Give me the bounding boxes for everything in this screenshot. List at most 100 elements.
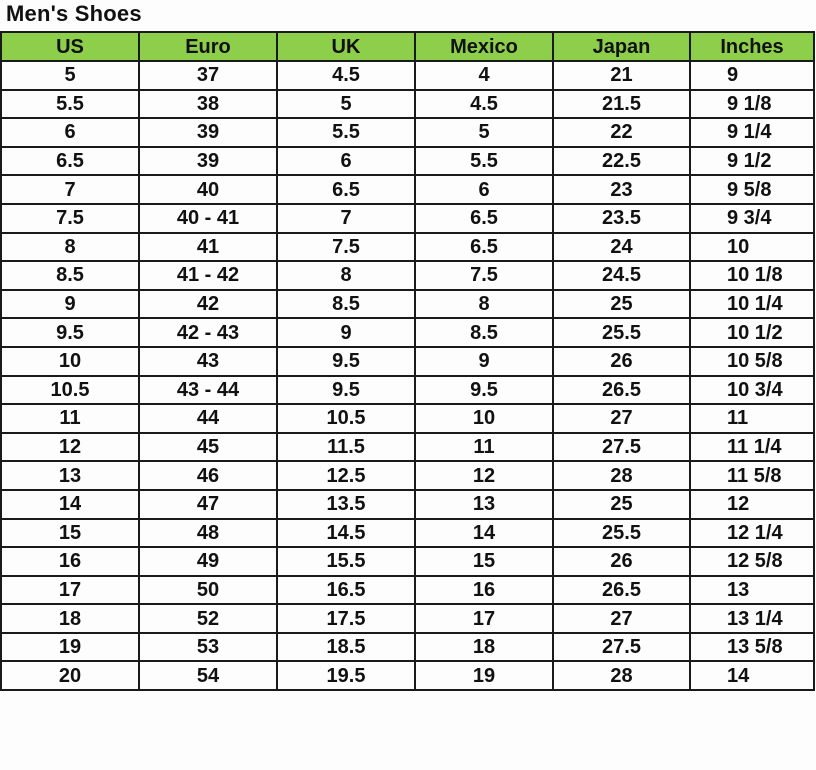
cell-japan: 25 (552, 488, 691, 520)
table-row: 12 45 11.5 11 27.5 11 1/4 (0, 431, 815, 463)
cell-japan: 23 (552, 174, 691, 205)
cell-japan: 22.5 (552, 145, 691, 177)
cell-mexico: 13 (414, 488, 554, 520)
cell-uk: 4.5 (276, 60, 416, 91)
cell-inches: 11 (689, 403, 815, 434)
cell-uk: 8.5 (276, 288, 416, 320)
cell-us: 6.5 (0, 145, 140, 177)
cell-euro: 50 (138, 574, 278, 606)
cell-inches: 11 5/8 (689, 460, 815, 491)
cell-mexico: 5 (414, 117, 554, 148)
cell-uk: 8 (276, 260, 416, 291)
table-row: 8.5 41 - 42 8 7.5 24.5 10 1/8 (0, 260, 815, 291)
cell-us: 8 (0, 231, 140, 263)
cell-euro: 40 - 41 (138, 202, 278, 234)
table-row: 10 43 9.5 9 26 10 5/8 (0, 345, 815, 377)
cell-euro: 38 (138, 88, 278, 120)
cell-inches: 14 (689, 660, 815, 692)
cell-inches: 10 3/4 (689, 374, 815, 406)
cell-euro: 43 (138, 345, 278, 377)
cell-us: 7 (0, 174, 140, 205)
cell-mexico: 9.5 (414, 374, 554, 406)
cell-euro: 39 (138, 145, 278, 177)
cell-uk: 17.5 (276, 603, 416, 634)
table-row: 7 40 6.5 6 23 9 5/8 (0, 174, 815, 205)
cell-mexico: 11 (414, 431, 554, 463)
cell-japan: 26 (552, 345, 691, 377)
cell-mexico: 4.5 (414, 88, 554, 120)
cell-inches: 13 (689, 574, 815, 606)
cell-us: 12 (0, 431, 140, 463)
cell-japan: 25.5 (552, 517, 691, 549)
cell-japan: 24.5 (552, 260, 691, 291)
cell-japan: 26 (552, 546, 691, 577)
cell-us: 7.5 (0, 202, 140, 234)
column-header-inches: Inches (689, 31, 815, 62)
cell-euro: 41 - 42 (138, 260, 278, 291)
cell-japan: 28 (552, 660, 691, 692)
cell-euro: 47 (138, 488, 278, 520)
cell-uk: 16.5 (276, 574, 416, 606)
cell-euro: 37 (138, 60, 278, 91)
cell-japan: 22 (552, 117, 691, 148)
column-header-mexico: Mexico (414, 31, 554, 62)
cell-mexico: 8.5 (414, 317, 554, 348)
cell-inches: 12 (689, 488, 815, 520)
table-row: 17 50 16.5 16 26.5 13 (0, 574, 815, 606)
cell-us: 14 (0, 488, 140, 520)
column-header-euro: Euro (138, 31, 278, 62)
cell-us: 13 (0, 460, 140, 491)
cell-uk: 14.5 (276, 517, 416, 549)
cell-uk: 6 (276, 145, 416, 177)
table-row: 13 46 12.5 12 28 11 5/8 (0, 460, 815, 491)
cell-us: 9.5 (0, 317, 140, 348)
cell-mexico: 10 (414, 403, 554, 434)
cell-uk: 19.5 (276, 660, 416, 692)
cell-us: 15 (0, 517, 140, 549)
cell-inches: 12 1/4 (689, 517, 815, 549)
cell-japan: 25.5 (552, 317, 691, 348)
table-row: 6 39 5.5 5 22 9 1/4 (0, 117, 815, 148)
cell-uk: 12.5 (276, 460, 416, 491)
cell-mexico: 14 (414, 517, 554, 549)
cell-uk: 5 (276, 88, 416, 120)
table-row: 18 52 17.5 17 27 13 1/4 (0, 603, 815, 634)
cell-us: 16 (0, 546, 140, 577)
column-header-us: US (0, 31, 140, 62)
cell-inches: 9 1/2 (689, 145, 815, 177)
cell-inches: 9 5/8 (689, 174, 815, 205)
cell-us: 10.5 (0, 374, 140, 406)
cell-us: 8.5 (0, 260, 140, 291)
cell-inches: 9 1/8 (689, 88, 815, 120)
cell-japan: 26.5 (552, 374, 691, 406)
cell-inches: 11 1/4 (689, 431, 815, 463)
cell-euro: 54 (138, 660, 278, 692)
cell-euro: 52 (138, 603, 278, 634)
cell-euro: 49 (138, 546, 278, 577)
cell-euro: 45 (138, 431, 278, 463)
cell-us: 6 (0, 117, 140, 148)
table-row: 9 42 8.5 8 25 10 1/4 (0, 288, 815, 320)
table-row: 15 48 14.5 14 25.5 12 1/4 (0, 517, 815, 549)
table-row: 20 54 19.5 19 28 14 (0, 660, 815, 692)
cell-inches: 13 1/4 (689, 603, 815, 634)
cell-mexico: 19 (414, 660, 554, 692)
cell-uk: 9.5 (276, 374, 416, 406)
cell-mexico: 4 (414, 60, 554, 91)
cell-euro: 41 (138, 231, 278, 263)
cell-japan: 27.5 (552, 631, 691, 663)
cell-uk: 9.5 (276, 345, 416, 377)
table-row: 6.5 39 6 5.5 22.5 9 1/2 (0, 145, 815, 177)
cell-euro: 46 (138, 460, 278, 491)
cell-mexico: 18 (414, 631, 554, 663)
table-row: 9.5 42 - 43 9 8.5 25.5 10 1/2 (0, 317, 815, 348)
cell-us: 11 (0, 403, 140, 434)
cell-inches: 9 (689, 60, 815, 91)
cell-euro: 48 (138, 517, 278, 549)
table-row: 8 41 7.5 6.5 24 10 (0, 231, 815, 263)
cell-euro: 42 - 43 (138, 317, 278, 348)
cell-inches: 13 5/8 (689, 631, 815, 663)
cell-euro: 53 (138, 631, 278, 663)
page-title: Men's Shoes (6, 1, 142, 26)
cell-us: 17 (0, 574, 140, 606)
